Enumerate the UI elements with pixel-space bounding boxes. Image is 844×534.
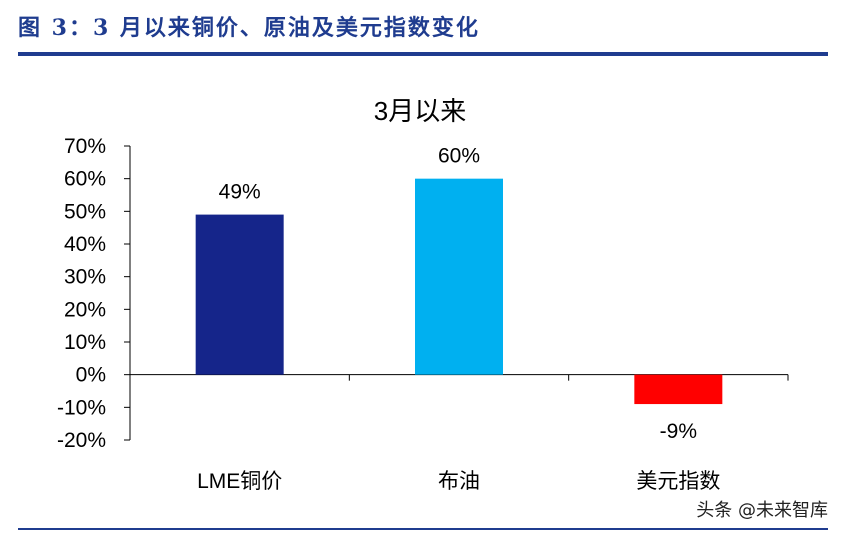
chart-title: 3月以来: [374, 96, 466, 126]
x-tick-labels: LME铜价 布油 美元指数: [197, 470, 720, 493]
y-axis: 70% 60% 50% 40% 30% 20% 10% 0% -10% -20%: [57, 135, 131, 452]
y-tick-label: 0%: [76, 364, 106, 387]
bar: [415, 178, 503, 375]
y-tick-label: 40%: [64, 233, 106, 256]
watermark: 头条 @未来智库: [696, 500, 828, 521]
y-tick-label: 20%: [64, 298, 106, 321]
y-tick-label: -10%: [57, 396, 106, 419]
x-tick-label: LME铜价: [197, 470, 282, 493]
y-tick-label: 60%: [64, 168, 106, 191]
y-tick-label: 50%: [64, 200, 106, 223]
bar: [634, 374, 723, 405]
y-tick-label: -20%: [57, 429, 106, 452]
data-labels: 49% 60% -9%: [219, 145, 697, 443]
x-tick-label: 美元指数: [636, 470, 720, 493]
title-divider: [18, 52, 828, 56]
bottom-divider: [18, 528, 828, 530]
bars: [195, 178, 723, 405]
data-label: 49%: [219, 181, 261, 204]
y-tick-label: 30%: [64, 266, 106, 289]
data-label: 60%: [438, 145, 480, 168]
data-label: -9%: [660, 420, 697, 443]
bar: [195, 214, 284, 375]
x-tick-label: 布油: [438, 470, 480, 493]
y-tick-label: 70%: [64, 135, 106, 158]
y-tick-label: 10%: [64, 331, 106, 354]
figure-title: 图 3：3 月以来铜价、原油及美元指数变化: [18, 15, 480, 41]
